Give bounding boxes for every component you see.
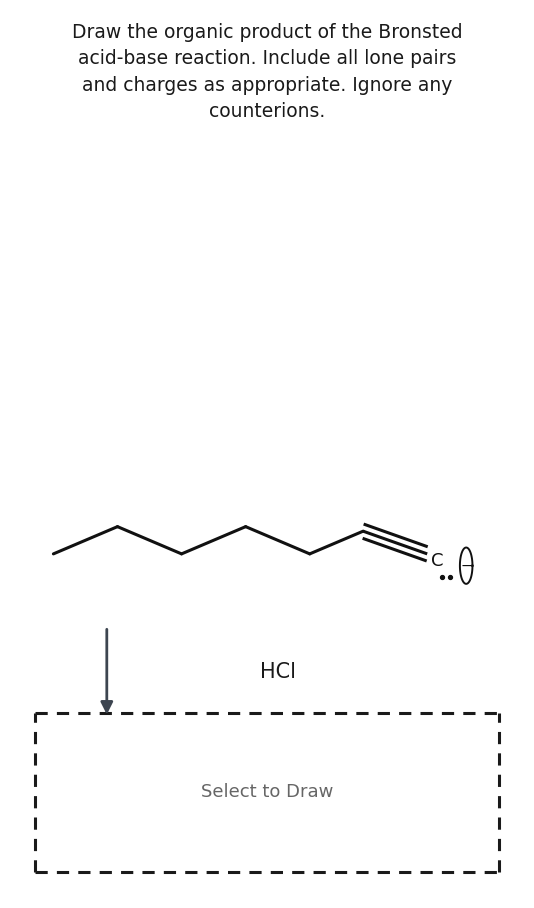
- Text: Select to Draw: Select to Draw: [201, 784, 333, 801]
- Text: −: −: [460, 558, 472, 573]
- Text: C: C: [431, 552, 444, 570]
- Text: HCl: HCl: [260, 662, 296, 682]
- Text: Draw the organic product of the Bronsted
acid-base reaction. Include all lone pa: Draw the organic product of the Bronsted…: [72, 23, 462, 121]
